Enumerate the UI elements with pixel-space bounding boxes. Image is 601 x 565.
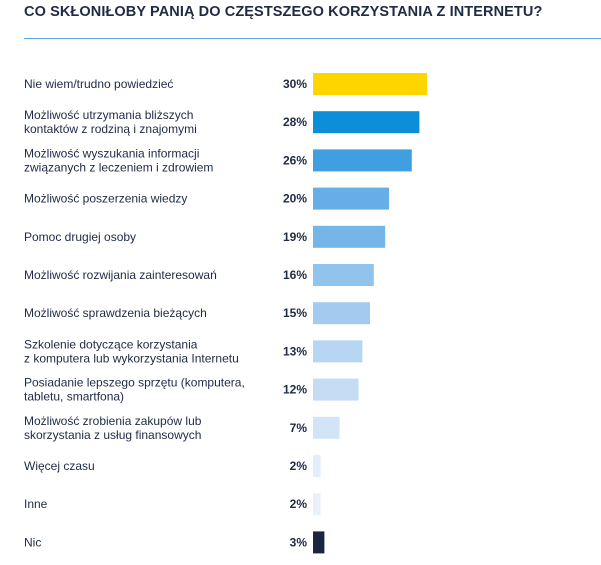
value-label: 16% [283,268,307,282]
value-label: 7% [290,421,308,435]
bar [313,493,321,516]
bar [313,264,374,286]
category-label: Nie wiem/trudno powiedzieć [24,77,173,91]
bar [313,531,325,554]
bar [313,149,412,172]
value-label: 3% [290,535,308,549]
category-label-line: Możliwość zrobienia zakupów lub [24,414,202,428]
value-label: 2% [290,497,308,511]
category-label-line: tabletu, smartfona) [24,390,124,404]
category-label-line: Inne [24,497,48,511]
value-label: 19% [283,230,307,244]
bar [313,302,370,325]
category-label-line: Możliwość sprawdzenia bieżących [24,306,207,320]
category-label: Możliwość poszerzenia wiedzy [24,192,187,206]
value-label: 13% [283,344,307,358]
value-label: 26% [283,153,307,167]
bar [313,225,386,248]
category-label: Możliwość sprawdzenia bieżących [24,306,207,320]
category-label: Pomoc drugiej osoby [24,230,136,244]
category-label: Nic [24,535,41,549]
category-label-line: związanych z leczeniem i zdrowiem [24,160,213,174]
value-label: 20% [283,192,307,206]
bar [313,111,420,134]
category-label-line: Możliwość utrzymania bliższych [24,108,193,122]
bar [313,340,363,363]
category-label-line: Nie wiem/trudno powiedzieć [24,77,173,91]
bar [313,455,321,477]
value-label: 2% [290,459,308,473]
category-label: Więcej czasu [24,459,95,473]
category-label-line: skorzystania z usług finansowych [24,428,201,442]
bar [313,73,427,95]
chart-title: CO SKŁONIŁOBY PANIĄ DO CZĘSTSZEGO KORZYS… [24,4,543,20]
category-label-line: kontaktów z rodziną i znajomymi [24,122,197,136]
category-label-line: Możliwość poszerzenia wiedzy [24,192,187,206]
category-label: Możliwość utrzymania bliższych kontaktów … [24,108,197,136]
category-label-line: Szkolenie dotyczące korzystania [24,337,198,351]
value-label: 30% [283,77,307,91]
category-label-line: Możliwość rozwijania zainteresowań [24,268,217,282]
value-label: 28% [283,115,307,129]
category-label: Możliwość wyszukania informacji związanyc… [24,146,213,174]
category-label: Możliwość rozwijania zainteresowań [24,268,217,282]
category-label-line: Możliwość wyszukania informacji [24,146,199,160]
category-label-line: Pomoc drugiej osoby [24,230,136,244]
category-label-line: Posiadanie lepszego sprzętu (komputera, [24,376,245,390]
category-label-line: z komputera lub wykorzystania Internetu [24,351,239,365]
bar [313,378,359,401]
value-label: 15% [283,306,307,320]
bar [313,416,340,439]
bar [313,187,389,210]
value-label: 12% [283,383,307,397]
category-label: Możliwość zrobienia zakupów lub skorzysta… [24,414,202,442]
category-label: Posiadanie lepszego sprzętu (komputera, t… [24,376,245,404]
title-divider [24,38,601,39]
category-label-line: Więcej czasu [24,459,95,473]
category-label: Inne [24,497,48,511]
category-label: Szkolenie dotyczące korzystania z kompute… [24,337,239,365]
category-label-line: Nic [24,535,41,549]
